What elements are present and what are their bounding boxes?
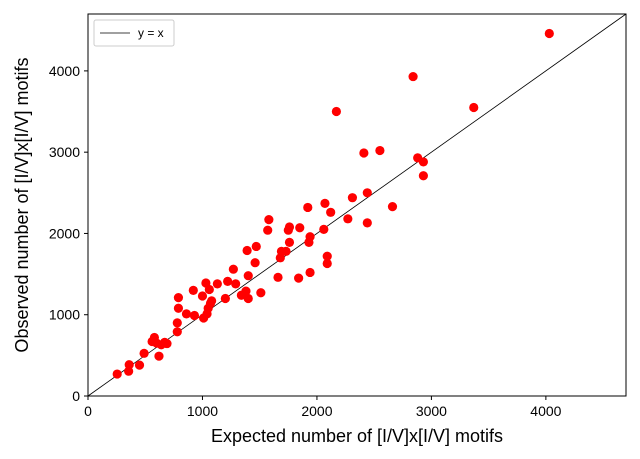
data-point — [359, 148, 369, 158]
data-point — [387, 202, 398, 212]
data-point — [243, 293, 253, 304]
data-point — [303, 202, 313, 213]
data-point — [322, 258, 332, 269]
data-point — [256, 288, 266, 298]
data-point — [294, 273, 304, 283]
y-axis-ticks: 0 1000 2000 3000 4000 — [49, 63, 88, 404]
legend: y = x — [93, 19, 175, 47]
legend-box — [93, 19, 175, 47]
data-point — [251, 241, 261, 252]
y-tick-label: 2000 — [49, 225, 80, 241]
data-point — [162, 338, 172, 349]
y-axis-title: Observed number of [I/V]x[I/V] motifs — [12, 57, 32, 352]
data-point — [188, 285, 198, 295]
data-point — [220, 293, 230, 304]
legend-label: y = x — [138, 26, 164, 40]
data-point — [320, 198, 330, 208]
data-point — [343, 214, 353, 224]
data-point — [154, 351, 164, 361]
data-point — [305, 232, 315, 242]
data-point — [181, 309, 192, 319]
data-point — [469, 102, 479, 113]
data-point — [139, 348, 149, 358]
x-tick-label: 4000 — [530, 403, 561, 419]
data-point — [173, 293, 184, 303]
data-point — [305, 267, 315, 278]
data-point — [264, 215, 274, 225]
data-point — [331, 106, 341, 117]
x-axis-ticks: 0 1000 2000 3000 4000 — [84, 396, 562, 419]
data-points-layer — [112, 28, 554, 379]
plot-area-frame — [87, 13, 627, 397]
data-point — [204, 284, 214, 295]
data-point — [189, 310, 200, 321]
x-tick-label: 3000 — [416, 403, 447, 419]
data-point — [243, 271, 253, 281]
data-point — [273, 272, 283, 282]
x-tick-label: 0 — [84, 403, 92, 419]
data-point — [242, 245, 252, 256]
data-point — [284, 237, 295, 247]
data-point — [172, 318, 182, 328]
data-point — [284, 222, 295, 232]
data-point — [326, 207, 336, 217]
data-point — [112, 369, 122, 379]
data-point — [347, 193, 358, 203]
data-point — [173, 303, 184, 313]
y-tick-label: 4000 — [49, 63, 80, 79]
data-point — [362, 218, 372, 228]
data-point — [281, 246, 291, 256]
data-point — [250, 258, 260, 268]
x-axis-title: Expected number of [I/V]x[I/V] motifs — [211, 426, 503, 446]
data-point — [544, 28, 554, 39]
data-point — [197, 291, 208, 301]
data-point — [295, 223, 305, 233]
data-point — [362, 188, 372, 198]
data-point — [212, 279, 222, 289]
data-point — [322, 251, 332, 261]
x-tick-label: 1000 — [187, 403, 218, 419]
data-point — [124, 360, 134, 370]
data-point — [241, 286, 251, 296]
y-tick-label: 3000 — [49, 144, 80, 160]
data-point — [231, 279, 241, 289]
data-point — [418, 157, 428, 167]
data-point — [207, 296, 217, 306]
x-tick-label: 2000 — [301, 403, 332, 419]
data-point — [319, 224, 329, 234]
data-point — [228, 264, 238, 274]
y-tick-label: 0 — [72, 388, 80, 404]
data-point — [223, 276, 233, 286]
data-point — [134, 360, 145, 370]
data-point — [263, 225, 273, 235]
data-point — [172, 327, 182, 337]
y-tick-label: 1000 — [49, 307, 80, 323]
data-point — [408, 71, 418, 82]
data-point — [418, 171, 428, 181]
data-point — [375, 145, 385, 156]
